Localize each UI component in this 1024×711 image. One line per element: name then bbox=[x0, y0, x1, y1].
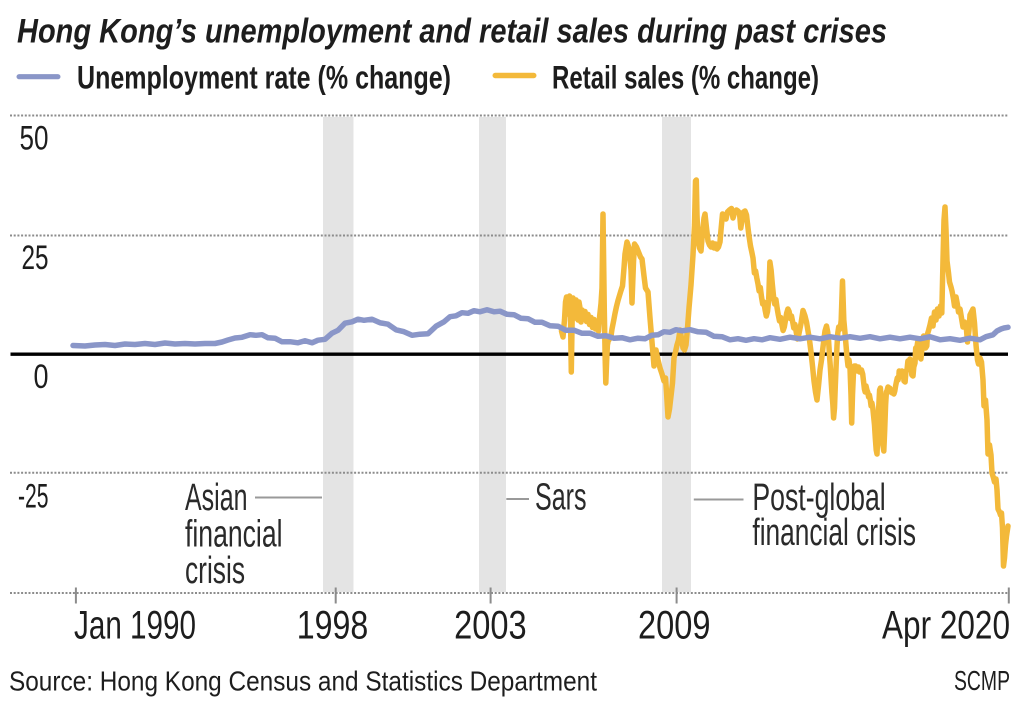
svg-text:Apr 2020: Apr 2020 bbox=[882, 604, 1010, 648]
svg-text:Asian: Asian bbox=[185, 477, 248, 519]
svg-text:financial crisis: financial crisis bbox=[752, 512, 916, 554]
svg-text:Hong Kong’s unemployment and r: Hong Kong’s unemployment and retail sale… bbox=[17, 13, 887, 51]
svg-text:-25: -25 bbox=[18, 478, 49, 516]
svg-text:financial: financial bbox=[185, 514, 283, 556]
svg-text:2009: 2009 bbox=[638, 604, 711, 648]
svg-text:50: 50 bbox=[20, 120, 49, 158]
svg-text:1998: 1998 bbox=[297, 604, 369, 648]
svg-text:Retail sales (% change): Retail sales (% change) bbox=[552, 60, 819, 96]
svg-text:Post-global: Post-global bbox=[752, 477, 885, 519]
svg-text:Source: Hong Kong Census and S: Source: Hong Kong Census and Statistics … bbox=[9, 666, 597, 697]
svg-text:Jan 1990: Jan 1990 bbox=[74, 604, 196, 648]
svg-text:Unemployment rate (% change): Unemployment rate (% change) bbox=[77, 60, 451, 96]
svg-text:Sars: Sars bbox=[535, 477, 587, 519]
svg-text:crisis: crisis bbox=[185, 550, 245, 592]
svg-text:25: 25 bbox=[22, 239, 49, 277]
svg-text:2003: 2003 bbox=[454, 604, 527, 648]
svg-text:SCMP: SCMP bbox=[954, 665, 1010, 696]
svg-text:0: 0 bbox=[34, 358, 49, 396]
